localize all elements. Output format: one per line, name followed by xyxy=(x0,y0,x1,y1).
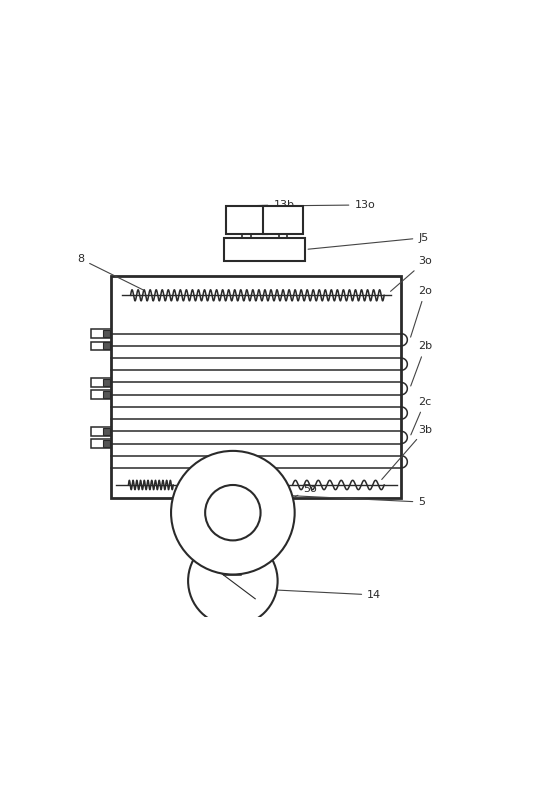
Bar xyxy=(91,390,111,399)
Bar xyxy=(91,342,111,350)
Text: 13o: 13o xyxy=(285,200,375,210)
Bar xyxy=(91,439,111,448)
Text: 3o: 3o xyxy=(390,256,432,291)
Text: 5o: 5o xyxy=(248,484,317,520)
Bar xyxy=(103,391,109,398)
Bar xyxy=(91,378,111,386)
Text: 2b: 2b xyxy=(411,342,432,386)
Bar xyxy=(103,428,109,434)
Bar xyxy=(263,206,303,234)
Text: 2o: 2o xyxy=(411,286,432,337)
Text: 2c: 2c xyxy=(411,397,432,435)
Bar xyxy=(227,206,267,234)
Bar xyxy=(224,536,241,574)
Bar xyxy=(91,427,111,435)
Text: J5: J5 xyxy=(308,233,428,250)
Text: 13b: 13b xyxy=(250,200,294,210)
Circle shape xyxy=(205,485,261,541)
Bar xyxy=(111,276,402,498)
Bar xyxy=(224,238,305,262)
Text: 14: 14 xyxy=(267,590,381,600)
Bar xyxy=(103,440,109,447)
Text: 5: 5 xyxy=(293,496,425,507)
Bar xyxy=(91,330,111,338)
Text: 8: 8 xyxy=(77,254,143,290)
Bar xyxy=(103,330,109,337)
Text: 3b: 3b xyxy=(382,425,432,479)
Bar xyxy=(103,379,109,386)
Bar xyxy=(103,342,109,350)
Circle shape xyxy=(171,451,295,574)
Circle shape xyxy=(188,536,278,626)
